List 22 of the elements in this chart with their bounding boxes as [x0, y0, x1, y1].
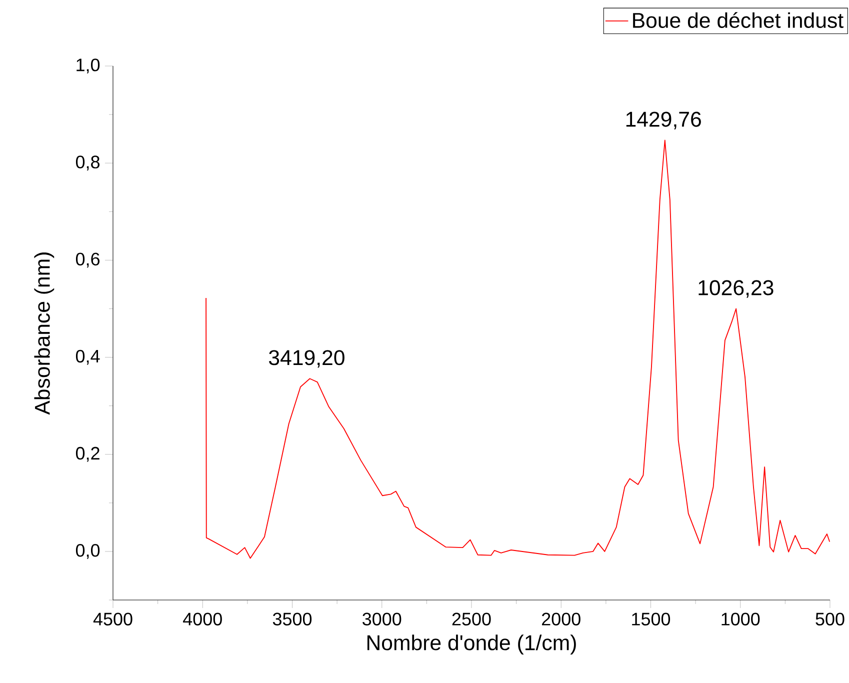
- x-axis-title: Nombre d'onde (1/cm): [367, 634, 576, 654]
- line-series: [206, 140, 830, 559]
- x-tick-label: 1500: [632, 612, 670, 626]
- x-tick-label: 1000: [722, 612, 760, 626]
- y-tick-label: 0,4: [76, 350, 100, 365]
- x-tick-label: 3500: [272, 612, 312, 626]
- y-tick-label: 1,0: [76, 58, 100, 74]
- annotation: 1429,76: [626, 112, 701, 130]
- annotation: 1026,23: [698, 280, 774, 298]
- y-axis-title: Absorbance (nm): [34, 252, 54, 415]
- annotation: 3419,20: [268, 350, 344, 368]
- y-tick-label: 0,6: [76, 252, 100, 268]
- x-tick-label: 4000: [183, 612, 222, 626]
- y-tick-label: 0,2: [76, 446, 100, 462]
- x-tick-label: 4500: [93, 612, 132, 626]
- y-tick-label: 0,8: [76, 156, 100, 171]
- x-tick-label: 2000: [542, 612, 580, 626]
- x-tick-label: 2500: [452, 612, 491, 626]
- x-tick-label: 3000: [362, 612, 402, 626]
- x-tick-label: 500: [816, 612, 844, 626]
- legend-label: Boue de déchet indust: [633, 12, 844, 28]
- y-tick-label: 0,0: [76, 544, 100, 559]
